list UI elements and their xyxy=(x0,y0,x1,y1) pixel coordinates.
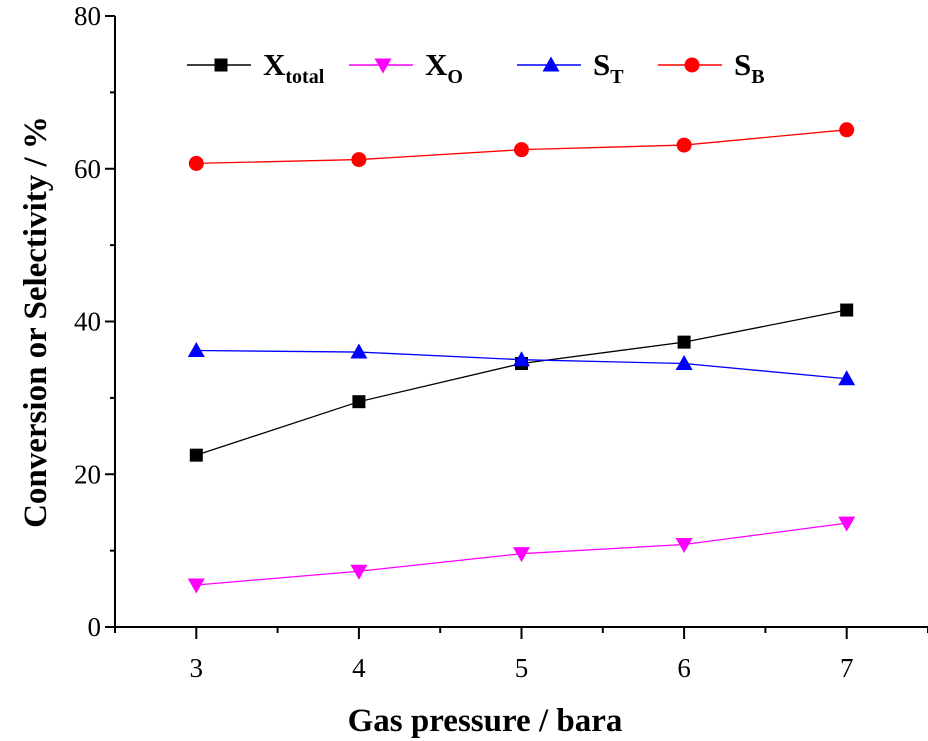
data-point xyxy=(514,142,529,158)
legend-marker xyxy=(374,58,392,74)
legend-label: Xtotal xyxy=(263,47,325,88)
data-point xyxy=(840,303,854,317)
series-line xyxy=(196,309,847,456)
y-tick-label: 40 xyxy=(74,307,101,337)
x-axis-title: Gas pressure / bara xyxy=(348,703,623,739)
data-point xyxy=(676,137,692,153)
data-point xyxy=(839,122,855,138)
data-point xyxy=(675,538,693,554)
data-point xyxy=(188,155,204,171)
legend-marker xyxy=(542,56,560,72)
legend-marker xyxy=(684,57,700,73)
legend-label: XO xyxy=(425,47,463,88)
legend-item: XO xyxy=(349,47,463,88)
data-point xyxy=(187,578,205,594)
x-axis-ticks: 3 4 5 6 7 xyxy=(114,627,928,683)
data-point xyxy=(677,335,691,349)
data-point xyxy=(838,370,856,386)
data-point xyxy=(838,516,856,532)
legend: Xtotal XO ST SB xyxy=(187,47,765,88)
data-point xyxy=(351,152,367,168)
legend-item: Xtotal xyxy=(187,47,325,88)
y-tick-label: 20 xyxy=(74,459,101,489)
x-tick-label: 3 xyxy=(190,653,204,683)
y-axis-title: Conversion or Selectivity / % xyxy=(18,116,54,528)
data-point xyxy=(675,355,693,371)
data-point xyxy=(189,448,203,462)
legend-label: SB xyxy=(734,47,765,88)
legend-marker xyxy=(214,58,228,72)
series-xtotal xyxy=(189,303,854,462)
x-tick-label: 4 xyxy=(352,653,366,683)
x-tick-label: 6 xyxy=(677,653,691,683)
series-st xyxy=(187,342,856,386)
y-tick-label: 0 xyxy=(88,612,102,642)
data-point xyxy=(350,564,368,580)
x-tick-label: 7 xyxy=(840,653,854,683)
legend-item: SB xyxy=(658,47,765,88)
data-point xyxy=(513,351,530,367)
axes xyxy=(114,16,928,628)
data-point xyxy=(350,343,368,359)
data-point xyxy=(352,395,366,409)
y-axis-ticks: 0 20 40 60 80 xyxy=(74,1,115,642)
data-point xyxy=(187,342,205,358)
series-sb xyxy=(188,122,855,171)
y-tick-label: 80 xyxy=(74,1,101,31)
series-layer xyxy=(187,122,856,594)
x-tick-label: 5 xyxy=(515,653,529,683)
series-xo xyxy=(187,516,856,594)
legend-label: ST xyxy=(593,47,624,88)
data-point xyxy=(513,547,530,563)
y-tick-label: 60 xyxy=(74,154,101,184)
legend-item: ST xyxy=(517,47,624,88)
